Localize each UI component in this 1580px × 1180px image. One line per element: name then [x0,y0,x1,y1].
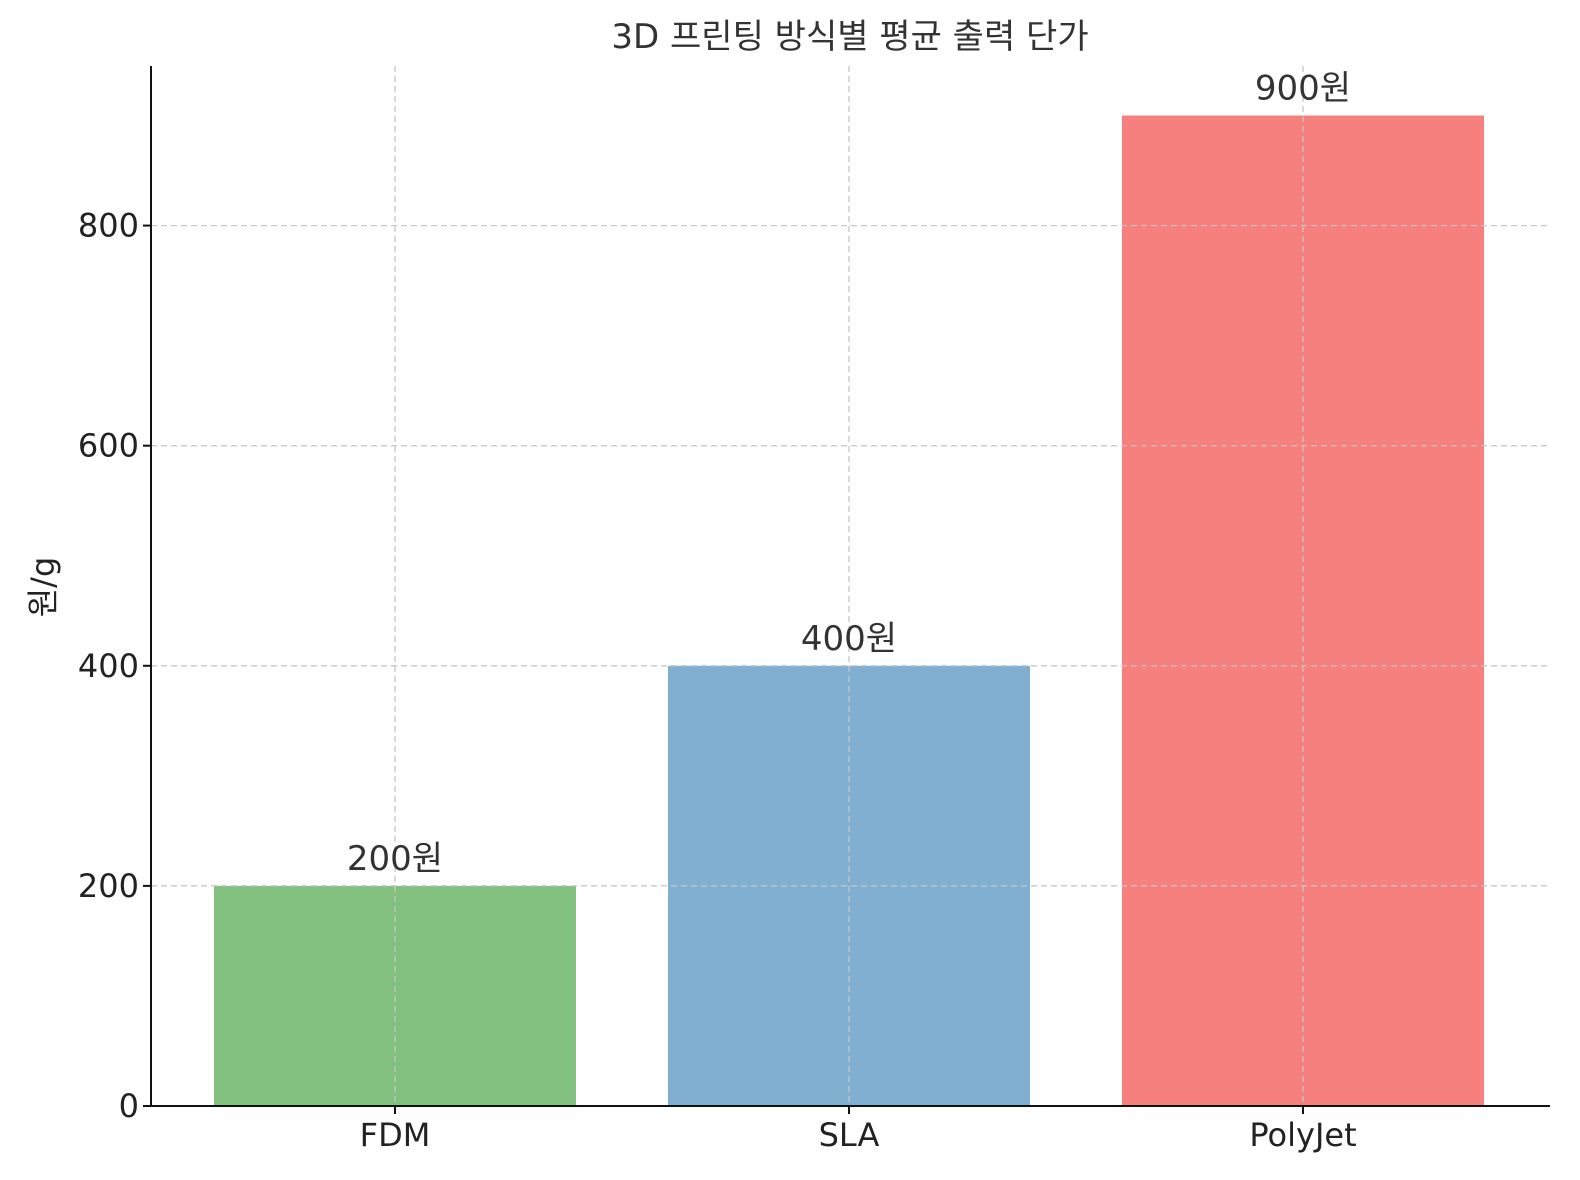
y-axis-label: 원/g [24,557,62,618]
y-tick-label: 0 [119,1087,139,1125]
chart-title: 3D 프린팅 방식별 평균 출력 단가 [611,17,1088,57]
bar-value-label: 200원 [347,839,443,879]
data-labels: 200원 400원 900원 [347,69,1351,879]
x-tick-label: FDM [360,1116,431,1154]
y-tick-label: 600 [78,427,139,465]
ticks: 0 200 400 600 800 FDM SLA PolyJet [78,207,1357,1154]
bar-value-label: 900원 [1255,69,1351,109]
y-tick-label: 400 [78,647,139,685]
x-tick-label: PolyJet [1249,1116,1356,1154]
x-tick-label: SLA [819,1116,880,1154]
y-tick-label: 200 [78,867,139,905]
y-tick-label: 800 [78,207,139,245]
bar-value-label: 400원 [801,619,897,659]
bars [151,66,1550,1107]
